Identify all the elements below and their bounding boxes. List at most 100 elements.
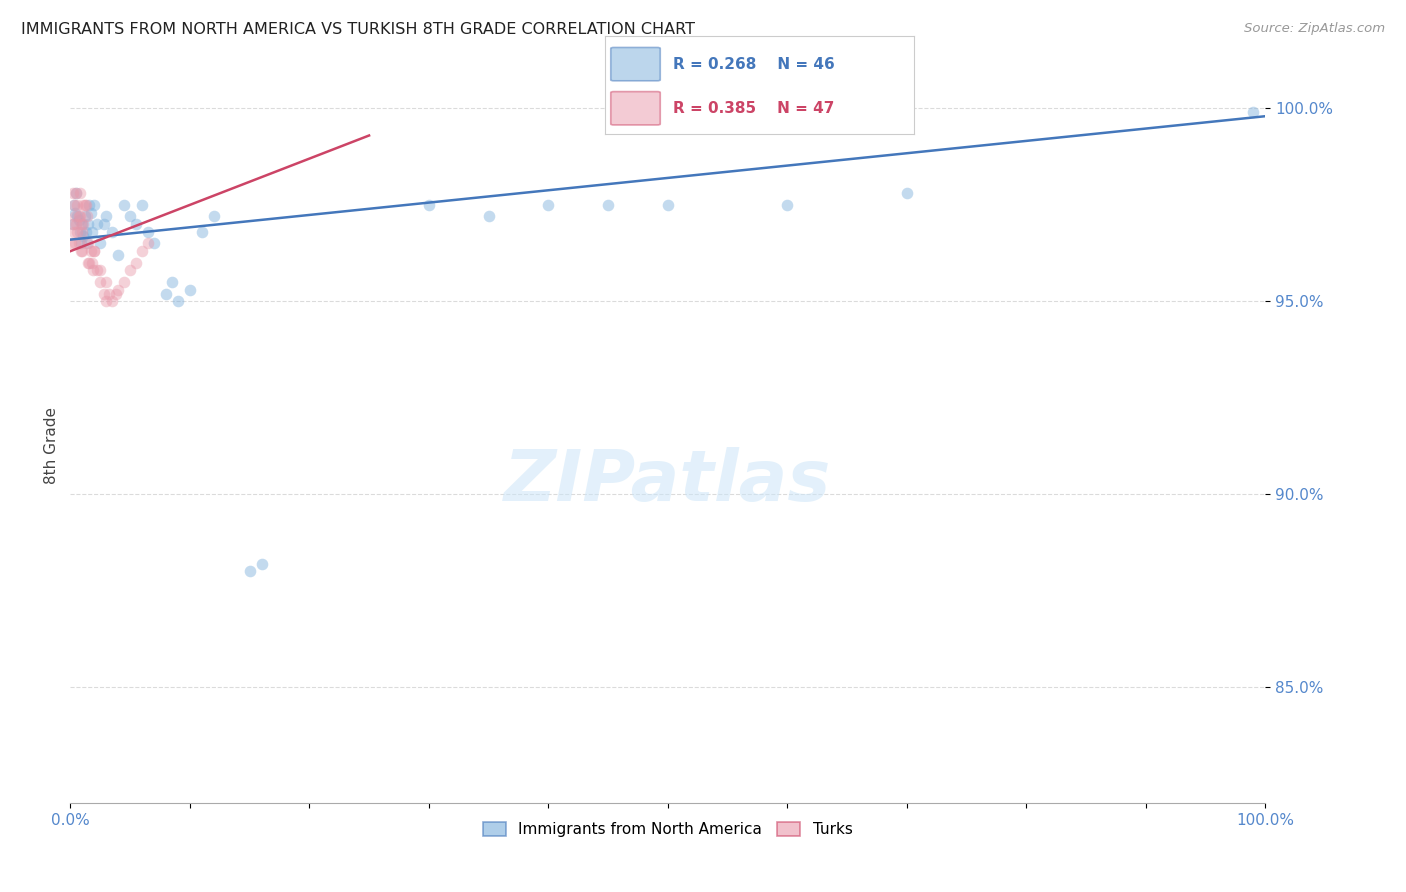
Point bbox=[67, 210, 90, 224]
Point bbox=[131, 244, 153, 259]
Point bbox=[107, 248, 129, 262]
Point bbox=[125, 256, 148, 270]
Point bbox=[89, 275, 111, 289]
Point bbox=[66, 210, 89, 224]
Point bbox=[62, 217, 84, 231]
Point bbox=[136, 236, 159, 251]
Point bbox=[65, 186, 87, 201]
Point bbox=[63, 225, 86, 239]
Point bbox=[76, 236, 98, 251]
Point bbox=[89, 263, 111, 277]
Point bbox=[155, 286, 177, 301]
Point bbox=[79, 244, 101, 259]
Point bbox=[250, 557, 273, 571]
Point bbox=[598, 198, 620, 212]
Point bbox=[478, 210, 501, 224]
Point bbox=[160, 275, 183, 289]
Point bbox=[73, 210, 96, 224]
Point bbox=[104, 286, 127, 301]
Point bbox=[66, 225, 89, 239]
Point bbox=[65, 217, 87, 231]
Text: R = 0.385    N = 47: R = 0.385 N = 47 bbox=[672, 101, 834, 116]
Point bbox=[69, 225, 91, 239]
Point bbox=[69, 210, 91, 224]
Point bbox=[657, 198, 679, 212]
Point bbox=[112, 198, 135, 212]
Point bbox=[166, 294, 188, 309]
Point bbox=[191, 225, 214, 239]
Point bbox=[418, 198, 440, 212]
Point bbox=[62, 186, 84, 201]
Text: Source: ZipAtlas.com: Source: ZipAtlas.com bbox=[1244, 22, 1385, 36]
Point bbox=[120, 263, 141, 277]
Legend: Immigrants from North America, Turks: Immigrants from North America, Turks bbox=[475, 814, 860, 845]
Point bbox=[179, 283, 201, 297]
Point bbox=[143, 236, 166, 251]
Point bbox=[63, 205, 86, 219]
Point bbox=[70, 244, 93, 259]
Point bbox=[101, 294, 124, 309]
Point bbox=[79, 256, 101, 270]
Point bbox=[76, 210, 98, 224]
Point bbox=[75, 198, 97, 212]
Text: R = 0.268    N = 46: R = 0.268 N = 46 bbox=[672, 56, 834, 71]
Point bbox=[239, 565, 262, 579]
Point bbox=[63, 198, 86, 212]
Text: ZIPatlas: ZIPatlas bbox=[505, 447, 831, 516]
Point bbox=[70, 225, 93, 239]
Point bbox=[82, 263, 104, 277]
Point bbox=[72, 217, 94, 231]
Point bbox=[73, 198, 96, 212]
Y-axis label: 8th Grade: 8th Grade bbox=[44, 408, 59, 484]
Point bbox=[86, 217, 108, 231]
Point bbox=[96, 294, 117, 309]
Point bbox=[89, 236, 111, 251]
Point bbox=[79, 205, 101, 219]
Point bbox=[120, 210, 141, 224]
Point bbox=[83, 244, 105, 259]
Point bbox=[101, 225, 124, 239]
Point bbox=[83, 244, 105, 259]
Text: IMMIGRANTS FROM NORTH AMERICA VS TURKISH 8TH GRADE CORRELATION CHART: IMMIGRANTS FROM NORTH AMERICA VS TURKISH… bbox=[21, 22, 695, 37]
Point bbox=[72, 198, 94, 212]
Point bbox=[136, 225, 159, 239]
Point bbox=[63, 236, 86, 251]
Point bbox=[80, 256, 103, 270]
Point bbox=[1243, 105, 1265, 120]
Point bbox=[70, 236, 93, 251]
Point bbox=[67, 236, 90, 251]
Point bbox=[63, 210, 86, 224]
Point bbox=[107, 283, 129, 297]
Point bbox=[93, 217, 115, 231]
Point bbox=[70, 217, 93, 231]
Point bbox=[80, 225, 103, 239]
Point bbox=[537, 198, 560, 212]
Point bbox=[125, 217, 148, 231]
Point bbox=[63, 198, 86, 212]
FancyBboxPatch shape bbox=[610, 47, 661, 81]
Point bbox=[66, 198, 89, 212]
Point bbox=[77, 256, 100, 270]
Point bbox=[202, 210, 225, 224]
Point bbox=[79, 198, 101, 212]
Point bbox=[93, 286, 115, 301]
Point bbox=[86, 263, 108, 277]
FancyBboxPatch shape bbox=[610, 92, 661, 125]
Point bbox=[75, 225, 97, 239]
Point bbox=[896, 186, 918, 201]
Point bbox=[96, 275, 117, 289]
Point bbox=[77, 217, 100, 231]
Point bbox=[67, 213, 90, 227]
Point bbox=[77, 236, 100, 251]
Point bbox=[83, 198, 105, 212]
Point bbox=[70, 244, 93, 259]
Point bbox=[72, 228, 94, 243]
Point bbox=[69, 186, 91, 201]
Point bbox=[62, 217, 84, 231]
Point bbox=[97, 286, 120, 301]
Point bbox=[70, 217, 93, 231]
Point bbox=[96, 210, 117, 224]
Point bbox=[131, 198, 153, 212]
Point bbox=[60, 236, 83, 251]
Point bbox=[776, 198, 799, 212]
